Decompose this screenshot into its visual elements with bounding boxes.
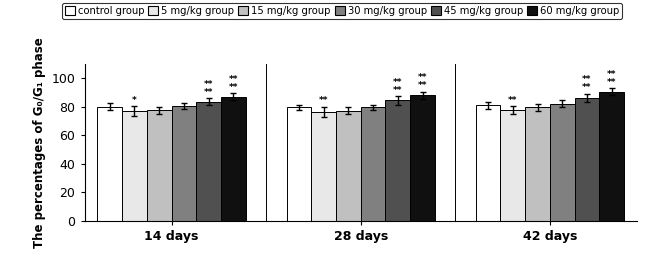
Bar <box>196 102 221 221</box>
Y-axis label: The percentages of G₀/G₁ phase: The percentages of G₀/G₁ phase <box>33 37 46 248</box>
Text: **
**: ** ** <box>582 76 592 92</box>
Bar <box>147 110 172 221</box>
Text: **: ** <box>319 96 328 105</box>
Bar <box>550 104 575 221</box>
Text: **: ** <box>508 95 517 105</box>
Text: **
**: ** ** <box>607 70 616 87</box>
Bar <box>575 98 599 221</box>
Text: *: * <box>132 95 137 105</box>
Bar <box>476 105 501 221</box>
Bar <box>410 95 435 221</box>
Text: **
**: ** ** <box>229 75 238 92</box>
Bar <box>385 100 410 221</box>
Bar <box>122 111 147 221</box>
Legend: control group, 5 mg/kg group, 15 mg/kg group, 30 mg/kg group, 45 mg/kg group, 60: control group, 5 mg/kg group, 15 mg/kg g… <box>62 3 623 19</box>
Bar <box>599 92 624 221</box>
Bar <box>221 97 246 221</box>
Text: **
**: ** ** <box>418 73 427 90</box>
Bar <box>172 106 196 221</box>
Bar <box>500 110 525 221</box>
Bar <box>361 107 385 221</box>
Bar <box>311 112 336 221</box>
Bar <box>287 107 311 221</box>
Text: **
**: ** ** <box>393 78 402 94</box>
Bar <box>98 107 122 221</box>
Bar <box>525 107 550 221</box>
Text: **
**: ** ** <box>204 80 213 97</box>
Bar <box>336 111 361 221</box>
